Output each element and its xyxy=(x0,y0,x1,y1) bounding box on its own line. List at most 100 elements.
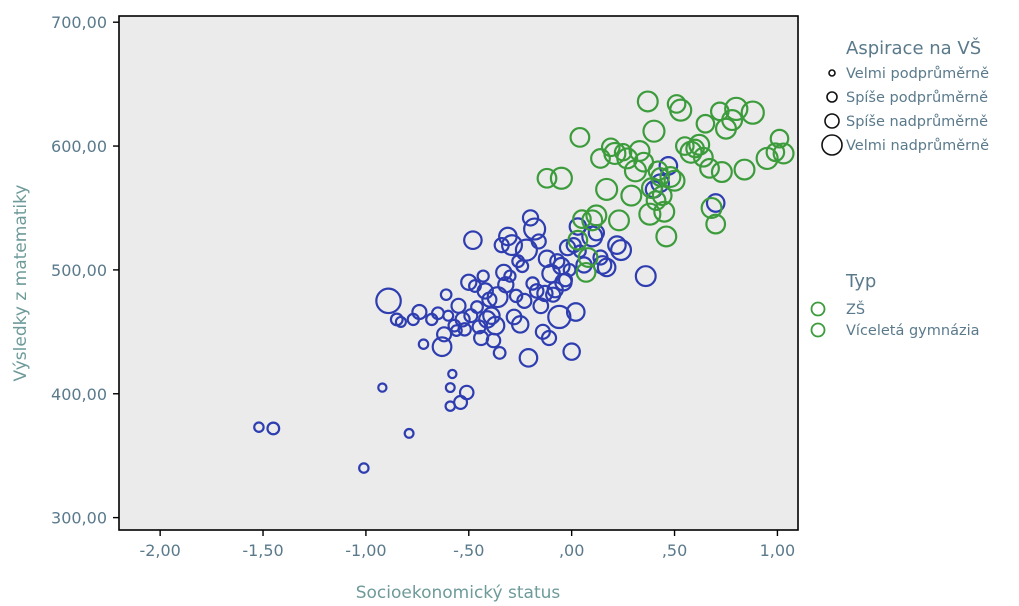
data-point xyxy=(536,284,554,303)
data-point xyxy=(444,382,456,394)
data-point xyxy=(495,263,513,282)
data-point xyxy=(692,146,714,168)
data-point xyxy=(435,326,453,343)
data-point xyxy=(674,136,695,156)
data-point xyxy=(536,167,558,189)
data-point xyxy=(699,157,720,179)
data-point xyxy=(482,306,501,325)
data-point xyxy=(645,190,667,211)
x-tick-label: -,50 xyxy=(453,541,484,560)
color-legend-title: Typ xyxy=(845,271,876,292)
data-point xyxy=(514,238,538,262)
data-point xyxy=(572,209,592,229)
data-point xyxy=(508,288,524,304)
data-point xyxy=(596,257,617,278)
data-point xyxy=(516,292,533,309)
data-point xyxy=(411,303,428,321)
data-point xyxy=(518,348,539,368)
data-point xyxy=(377,382,388,393)
data-point xyxy=(447,368,458,380)
data-point xyxy=(547,304,572,330)
data-point xyxy=(581,209,604,232)
data-point xyxy=(549,253,566,270)
color-legend-marker xyxy=(810,301,826,317)
size-legend-label: Spíše podprůměrně xyxy=(846,90,988,106)
data-point xyxy=(655,225,678,248)
data-point xyxy=(500,234,523,257)
data-point xyxy=(442,309,455,322)
data-point xyxy=(567,229,589,251)
data-point xyxy=(523,217,547,241)
data-point xyxy=(577,247,599,268)
data-point xyxy=(417,338,430,350)
data-point xyxy=(613,142,633,162)
x-tick-label: -1,50 xyxy=(242,541,283,560)
data-point xyxy=(562,262,577,277)
data-point xyxy=(528,283,545,299)
data-point xyxy=(454,311,471,328)
data-point xyxy=(600,137,621,158)
data-point xyxy=(669,98,693,122)
data-point xyxy=(585,204,608,227)
data-point xyxy=(724,96,749,122)
data-point xyxy=(705,193,726,213)
data-point xyxy=(394,315,407,328)
data-point xyxy=(616,147,639,170)
data-point xyxy=(266,421,281,436)
size-legend-marker xyxy=(826,91,838,103)
data-point xyxy=(590,148,611,169)
color-legend-marker xyxy=(810,322,826,338)
y-tick-label: 500,00 xyxy=(51,261,107,280)
data-point xyxy=(769,128,790,149)
color-legend-label: Víceletá gymnázia xyxy=(846,323,979,339)
data-point xyxy=(457,322,472,337)
plot-area xyxy=(118,15,799,531)
size-legend-label: Velmi podprůměrně xyxy=(846,66,989,82)
data-point xyxy=(740,100,765,125)
data-point xyxy=(565,302,586,322)
data-point xyxy=(765,142,786,163)
data-point xyxy=(485,315,506,336)
data-point xyxy=(659,166,682,189)
data-point xyxy=(521,209,540,227)
data-point xyxy=(431,336,453,358)
data-point xyxy=(663,169,686,192)
data-point xyxy=(705,213,727,235)
data-point xyxy=(503,269,517,283)
x-tick-label: 1,00 xyxy=(760,541,796,560)
data-point xyxy=(642,119,666,143)
data-point xyxy=(497,276,515,294)
data-point xyxy=(540,329,558,347)
data-point xyxy=(688,133,711,156)
data-point xyxy=(700,196,723,219)
size-legend-label: Velmi nadprůměrně xyxy=(846,138,989,154)
data-point xyxy=(510,315,530,334)
data-point xyxy=(460,273,478,291)
x-tick-label: ,00 xyxy=(559,541,584,560)
data-point xyxy=(721,109,744,132)
data-point xyxy=(595,177,619,201)
data-point xyxy=(638,202,662,226)
y-tick-label: 600,00 xyxy=(51,137,107,156)
data-point xyxy=(476,269,490,283)
y-tick-label: 400,00 xyxy=(51,385,107,404)
size-legend-marker xyxy=(824,113,840,129)
data-point xyxy=(476,282,494,300)
data-point xyxy=(636,90,659,113)
data-point xyxy=(607,235,627,255)
data-point xyxy=(549,166,573,190)
data-point xyxy=(772,142,795,165)
data-point xyxy=(653,200,676,223)
data-point xyxy=(358,462,370,474)
data-point xyxy=(695,113,716,134)
data-point xyxy=(651,185,673,207)
x-tick-label: -1,00 xyxy=(345,541,386,560)
data-point xyxy=(470,300,484,315)
data-point xyxy=(603,141,627,166)
data-point xyxy=(253,421,265,433)
size-legend-marker xyxy=(828,69,836,77)
x-tick-label: ,50 xyxy=(662,541,687,560)
data-point xyxy=(666,94,687,114)
y-tick-label: 300,00 xyxy=(51,509,107,528)
